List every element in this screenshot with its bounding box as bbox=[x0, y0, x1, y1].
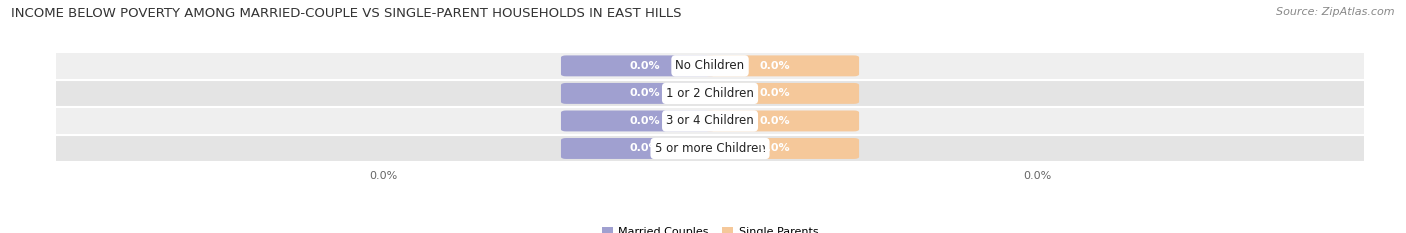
FancyBboxPatch shape bbox=[561, 83, 716, 104]
Bar bbox=[56, 135, 1364, 162]
Text: INCOME BELOW POVERTY AMONG MARRIED-COUPLE VS SINGLE-PARENT HOUSEHOLDS IN EAST HI: INCOME BELOW POVERTY AMONG MARRIED-COUPL… bbox=[11, 7, 682, 20]
Text: 0.0%: 0.0% bbox=[630, 144, 661, 154]
FancyBboxPatch shape bbox=[704, 83, 859, 104]
Text: 1 or 2 Children: 1 or 2 Children bbox=[666, 87, 754, 100]
Bar bbox=[56, 107, 1364, 135]
Bar bbox=[56, 80, 1364, 107]
Text: Source: ZipAtlas.com: Source: ZipAtlas.com bbox=[1277, 7, 1395, 17]
Text: 3 or 4 Children: 3 or 4 Children bbox=[666, 114, 754, 127]
Text: No Children: No Children bbox=[675, 59, 745, 72]
FancyBboxPatch shape bbox=[561, 55, 716, 76]
Text: 0.0%: 0.0% bbox=[630, 61, 661, 71]
FancyBboxPatch shape bbox=[561, 110, 716, 131]
Legend: Married Couples, Single Parents: Married Couples, Single Parents bbox=[602, 227, 818, 233]
FancyBboxPatch shape bbox=[561, 138, 716, 159]
Bar bbox=[56, 52, 1364, 80]
Text: 0.0%: 0.0% bbox=[630, 116, 661, 126]
Text: 5 or more Children: 5 or more Children bbox=[655, 142, 765, 155]
FancyBboxPatch shape bbox=[704, 138, 859, 159]
Text: 0.0%: 0.0% bbox=[630, 88, 661, 98]
Text: 0.0%: 0.0% bbox=[759, 88, 790, 98]
FancyBboxPatch shape bbox=[704, 55, 859, 76]
Text: 0.0%: 0.0% bbox=[759, 116, 790, 126]
FancyBboxPatch shape bbox=[704, 110, 859, 131]
Text: 0.0%: 0.0% bbox=[759, 144, 790, 154]
Text: 0.0%: 0.0% bbox=[759, 61, 790, 71]
